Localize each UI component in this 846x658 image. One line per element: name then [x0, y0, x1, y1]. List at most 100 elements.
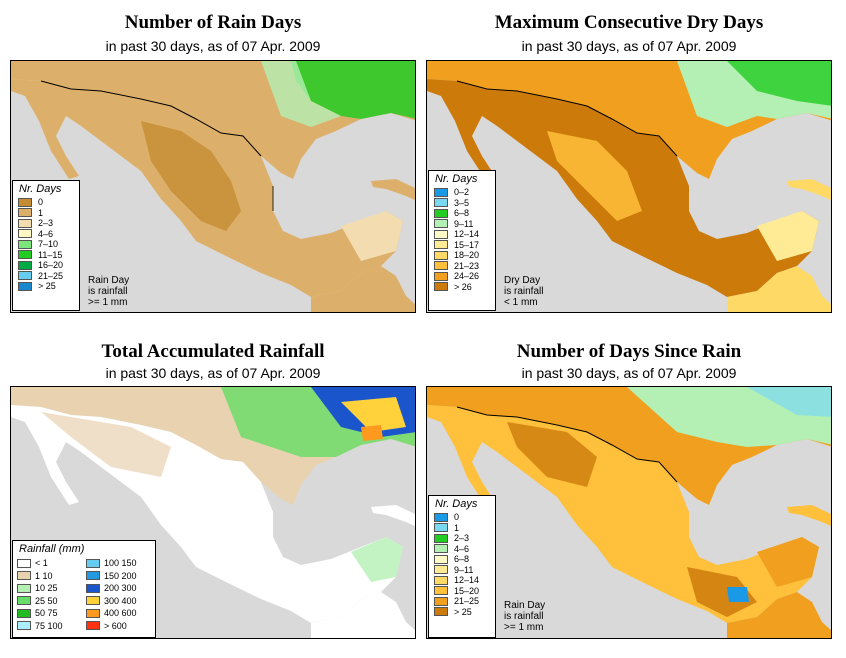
panel-subtitle: in past 30 days, as of 07 Apr. 2009 [105, 38, 321, 54]
legend-row: 75 100 [17, 620, 82, 633]
map-graphic [11, 387, 415, 638]
legend-title: Nr. Days [435, 498, 478, 510]
legend-label: 12–14 [454, 229, 480, 240]
legend-swatch [86, 608, 100, 618]
note-line: >= 1 mm [88, 297, 128, 308]
legend-row: 15–17 [429, 240, 495, 251]
legend-row: 6–8 [429, 554, 495, 565]
legend-label: 4–6 [454, 543, 470, 554]
legend-label: 1 10 [35, 570, 53, 581]
definition-note: Rain Day is rainfall >= 1 mm [88, 275, 129, 308]
legend-swatch [86, 621, 100, 631]
legend-row: 7–10 [13, 239, 79, 250]
legend-row: 12–14 [429, 575, 495, 586]
legend-row: 24–26 [429, 271, 495, 282]
legend-label: 75 100 [35, 620, 63, 631]
legend-swatch [86, 583, 100, 593]
legend-swatch [434, 523, 448, 533]
legend-label: 21–25 [38, 270, 64, 281]
legend-swatch [18, 208, 32, 218]
legend-row: > 26 [429, 282, 495, 293]
legend-label: 150 200 [104, 570, 137, 581]
legend-rain-days: Nr. Days 0 1 2–3 4–6 7–10 11–15 16–20 21–25 > 25 [12, 180, 80, 311]
legend-label: > 25 [454, 606, 472, 617]
legend-label: > 25 [38, 281, 56, 292]
legend-title: Nr. Days [435, 173, 478, 185]
legend-row: 0–2 [429, 187, 495, 198]
legend-title: Rainfall (mm) [19, 543, 85, 555]
note-line: is rainfall [88, 286, 128, 297]
legend-days-since-rain: Nr. Days 0 1 2–3 4–6 6–8 9–11 12–14 15–20 21–25 >… [428, 495, 496, 638]
legend-row: 21–23 [429, 261, 495, 272]
legend-swatch [18, 281, 32, 291]
legend-label: 3–5 [454, 197, 470, 208]
legend-swatch [434, 208, 448, 218]
legend-swatch [434, 240, 448, 250]
panel-title: Number of Days Since Rain [516, 341, 742, 362]
legend-row: > 25 [429, 607, 495, 618]
definition-note: Rain Day is rainfall >= 1 mm [504, 600, 545, 633]
legend-swatch [18, 239, 32, 249]
legend-row: 100 150 [86, 557, 151, 570]
legend-label: 0 [454, 512, 460, 523]
legend-label: 21–25 [454, 596, 480, 607]
legend-swatch [434, 544, 448, 554]
legend-swatch [434, 187, 448, 197]
note-line: Dry Day [504, 275, 541, 286]
legend-row: 12–14 [429, 229, 495, 240]
panel-subtitle: in past 30 days, as of 07 Apr. 2009 [521, 38, 737, 54]
legend-row: > 600 [86, 620, 151, 633]
legend-row: 200 300 [86, 582, 151, 595]
legend-label: 100 150 [104, 558, 137, 569]
legend-swatch [17, 571, 31, 581]
legend-swatch [17, 596, 31, 606]
legend-swatch [434, 229, 448, 239]
legend-row: < 1 [17, 557, 82, 570]
legend-row: 2–3 [429, 533, 495, 544]
note-line: Rain Day [504, 600, 546, 611]
legend-swatch [434, 607, 448, 617]
legend-label: 1 [454, 522, 460, 533]
legend-swatch [434, 198, 448, 208]
legend-label: 25 50 [35, 595, 58, 606]
legend-swatch [434, 575, 448, 585]
legend-row: 21–25 [13, 271, 79, 282]
legend-row: 0 [13, 197, 79, 208]
legend-label: 0–2 [454, 187, 470, 198]
legend-swatch [18, 260, 32, 270]
legend-swatch [434, 512, 448, 522]
legend-swatch [18, 218, 32, 228]
legend-max-dry-days: Nr. Days 0–2 3–5 6–8 9–11 12–14 15–17 18–20 21–… [428, 170, 496, 311]
legend-label: 21–23 [454, 260, 480, 271]
legend-row: 150 200 [86, 570, 151, 583]
legend-label: 2–3 [38, 218, 54, 229]
legend-title: Nr. Days [19, 183, 62, 195]
legend-swatch [17, 621, 31, 631]
legend-label: 16–20 [38, 260, 64, 271]
definition-note: Dry Day is rainfall < 1 mm [504, 275, 543, 308]
legend-label: 300 400 [104, 595, 137, 606]
legend-label: 11–15 [38, 249, 63, 260]
legend-swatch [86, 571, 100, 581]
legend-row: 1 10 [17, 570, 82, 583]
legend-label: 50 75 [35, 608, 58, 619]
note-line: < 1 mm [504, 297, 538, 308]
map-total-rainfall [10, 386, 416, 639]
legend-swatch [17, 583, 31, 593]
legend-row: 11–15 [13, 250, 79, 261]
legend-row: 1 [13, 208, 79, 219]
legend-row: 3–5 [429, 198, 495, 209]
legend-swatch [17, 608, 31, 618]
legend-label: 15–17 [454, 239, 480, 250]
legend-row: 6–8 [429, 208, 495, 219]
legend-swatch [18, 197, 32, 207]
legend-swatch [434, 261, 448, 271]
legend-label: 200 300 [104, 583, 137, 594]
legend-row: > 25 [13, 281, 79, 292]
legend-row: 4–6 [429, 544, 495, 555]
legend-swatch [434, 565, 448, 575]
note-line: Rain Day [88, 275, 130, 286]
legend-label: 9–11 [454, 218, 474, 229]
panel-subtitle: in past 30 days, as of 07 Apr. 2009 [105, 365, 321, 381]
